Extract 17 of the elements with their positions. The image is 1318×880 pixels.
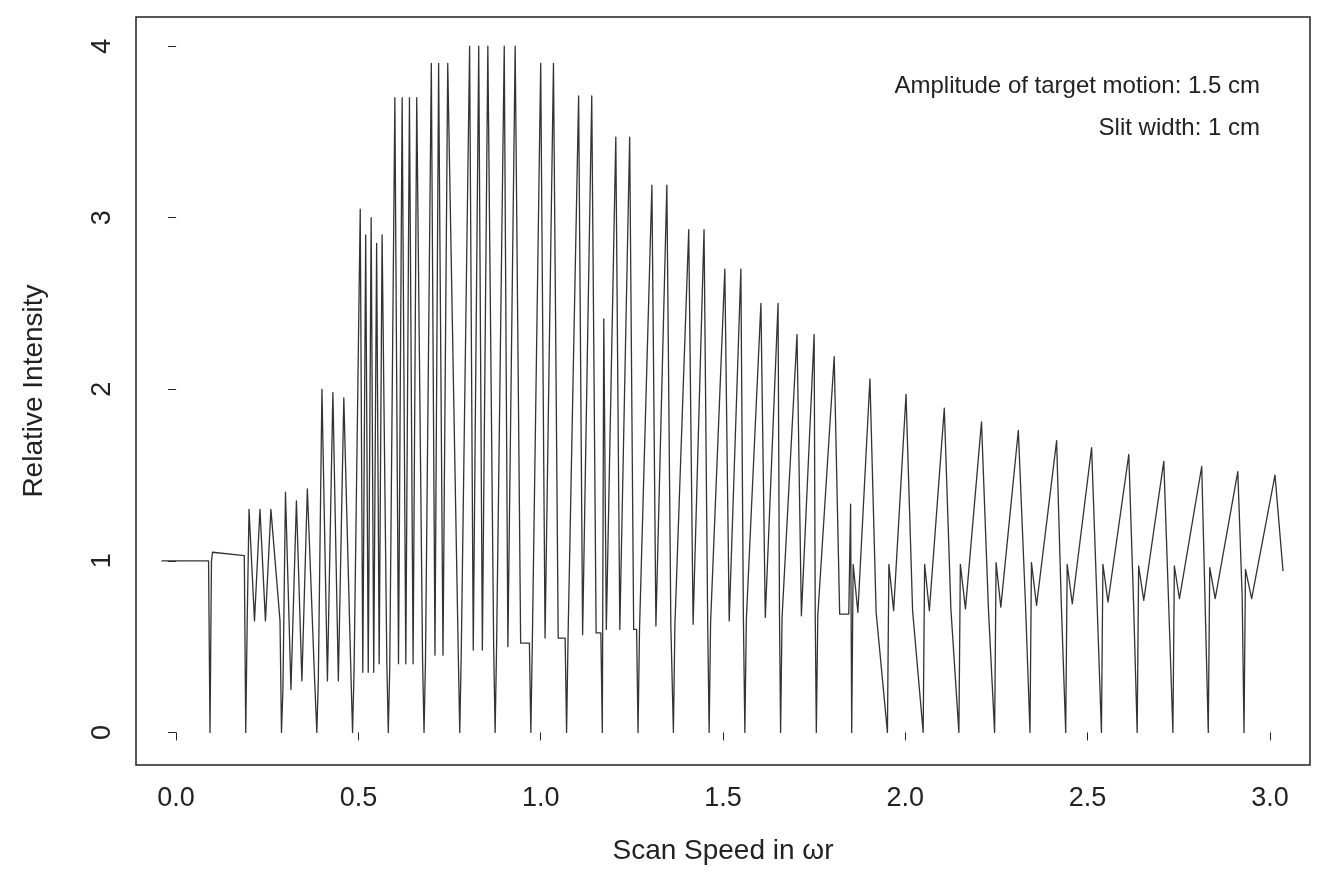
x-tick-label: 0.0 [157, 781, 195, 812]
y-tick-label: 4 [85, 38, 116, 54]
x-tick-label: 2.5 [1068, 781, 1107, 812]
x-tick-label: 2.0 [886, 781, 925, 812]
x-axis-title: Scan Speed in ωr [612, 833, 834, 865]
annotation: Slit width: 1 cm [1098, 112, 1260, 140]
y-tick-label: 3 [85, 210, 116, 226]
line-series [160, 45, 1284, 734]
annotation: Amplitude of target motion: 1.5 cm [894, 70, 1260, 98]
x-tick-label: 3.0 [1251, 781, 1289, 812]
y-tick-label: 1 [85, 553, 116, 569]
x-tick-label: 1.5 [704, 781, 742, 812]
y-tick-label: 2 [85, 381, 116, 397]
y-tick-label: 0 [85, 724, 116, 740]
x-tick-label: 1.0 [521, 781, 560, 812]
y-axis-title: Relative Intensity [16, 284, 48, 498]
x-tick-label: 0.5 [339, 781, 378, 812]
